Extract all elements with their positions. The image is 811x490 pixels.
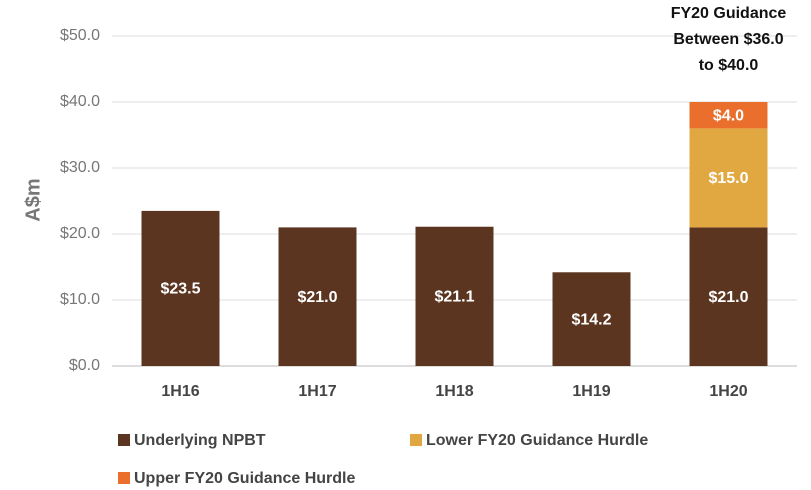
data-label: $14.2	[571, 311, 611, 328]
y-tick-label: $10.0	[60, 291, 100, 308]
y-axis-label: A$m	[22, 178, 44, 221]
y-tick-label: $0.0	[69, 357, 100, 374]
annotation: Between $36.0	[673, 31, 783, 48]
annotation: to $40.0	[699, 57, 759, 74]
y-tick-label: $40.0	[60, 93, 100, 110]
bar-segment	[689, 128, 768, 228]
bar-segment	[278, 227, 357, 366]
bar-segment	[552, 272, 631, 366]
x-tick-label: 1H19	[572, 383, 610, 400]
data-label: $15.0	[708, 170, 748, 187]
legend-swatch	[118, 472, 130, 484]
y-tick-label: $20.0	[60, 225, 100, 242]
data-label: $21.0	[708, 289, 748, 306]
legend-swatch	[410, 434, 422, 446]
x-tick-label: 1H17	[298, 383, 336, 400]
y-tick-label: $50.0	[60, 27, 100, 44]
data-label: $23.5	[160, 281, 200, 298]
data-label: $21.0	[297, 289, 337, 306]
data-label: $4.0	[713, 107, 744, 124]
legend-label: Upper FY20 Guidance Hurdle	[134, 470, 355, 487]
legend-label: Lower FY20 Guidance Hurdle	[426, 432, 648, 449]
x-tick-label: 1H16	[161, 383, 199, 400]
x-tick-label: 1H18	[435, 383, 473, 400]
legend-swatch	[118, 434, 130, 446]
data-label: $21.1	[434, 289, 474, 306]
bar-segment	[689, 227, 768, 366]
bar-segment	[415, 226, 494, 366]
x-tick-label: 1H20	[709, 383, 747, 400]
bar-segment	[689, 102, 768, 129]
bar-segment	[141, 210, 220, 366]
y-tick-label: $30.0	[60, 159, 100, 176]
legend-label: Underlying NPBT	[134, 432, 266, 449]
annotation: FY20 Guidance	[671, 5, 787, 22]
